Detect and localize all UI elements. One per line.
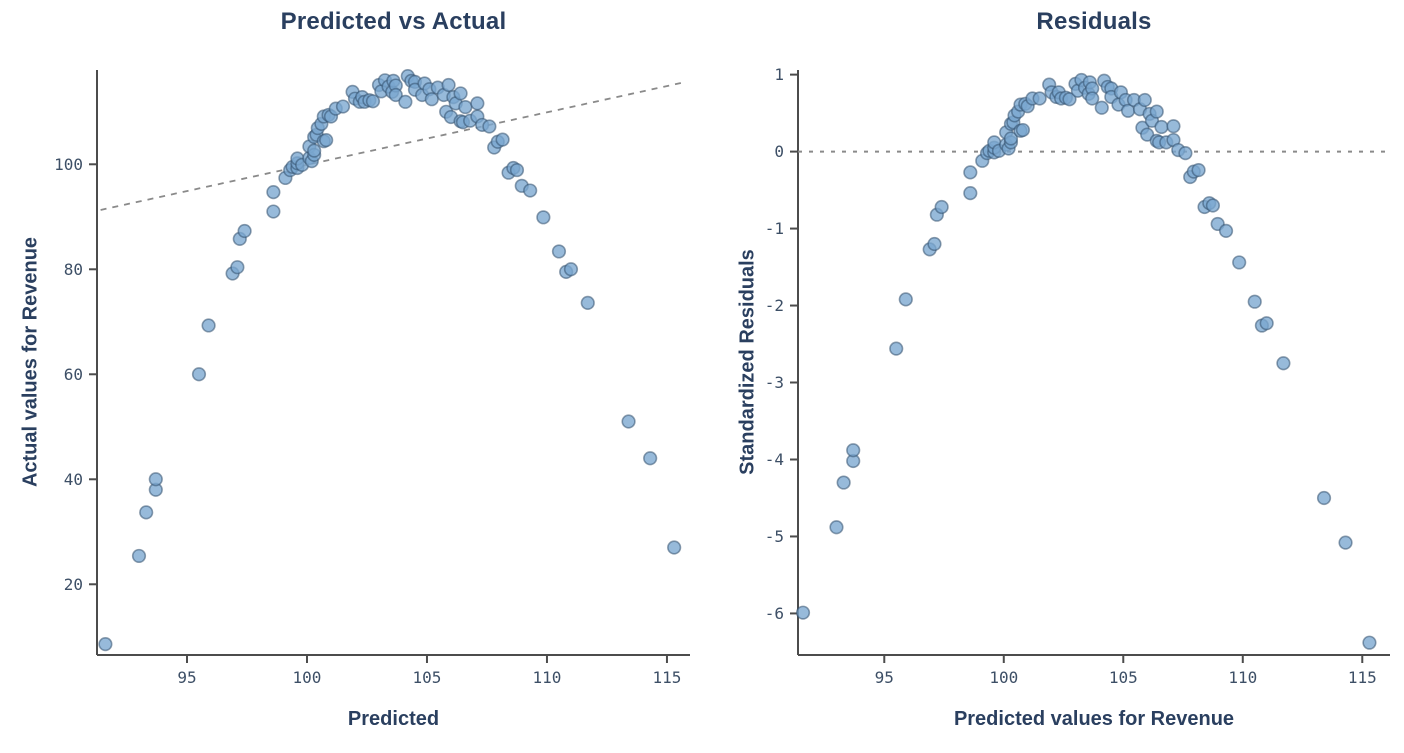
scatter-point[interactable] [1015,122,1030,138]
scatter-point[interactable] [846,443,861,458]
chart-title-residuals: Residuals [1036,8,1152,35]
x-tick-label: 100 [989,668,1018,687]
x-axis-title-predicted: Predicted [347,708,440,730]
scatter-point[interactable] [1338,535,1353,550]
scatter-point[interactable] [201,318,216,333]
scatter-point[interactable] [580,295,595,310]
scatter-point[interactable] [509,162,525,178]
y-tick-label: 60 [64,365,83,384]
scatter-point[interactable] [1178,146,1193,161]
y-tick-label: -4 [765,450,784,469]
y-tick-label: -6 [765,604,784,623]
y-tick-label: 1 [774,65,784,84]
scatter-point[interactable] [1085,91,1100,106]
scatter-point[interactable] [1316,490,1332,506]
scatter-point[interactable] [1032,91,1047,106]
scatter-point[interactable] [643,451,658,466]
scatter-point[interactable] [1166,119,1181,134]
scatter-point[interactable] [551,244,567,259]
scatter-point[interactable] [398,94,413,109]
scatter-point[interactable] [1232,255,1247,270]
x-tick-label: 115 [1348,668,1377,687]
y-tick-label: 0 [774,142,784,161]
scatter-point[interactable] [1154,119,1169,135]
scatter-point[interactable] [1205,198,1221,213]
scatter-point[interactable] [889,341,904,356]
scatter-point[interactable] [453,86,468,101]
scatter-point[interactable] [1191,162,1206,178]
chart-title-predicted-vs-actual: Predicted vs Actual [280,8,507,35]
scatter-point[interactable] [495,132,510,147]
scatter-point[interactable] [927,236,942,252]
scatter-point[interactable] [1003,131,1019,146]
scatter-point[interactable] [424,92,439,107]
scatter-point[interactable] [536,210,551,225]
scatter-point[interactable] [1137,92,1152,108]
scatter-point[interactable] [1062,92,1077,107]
scatter-point[interactable] [1218,223,1234,238]
x-tick-label: 105 [413,668,442,687]
y-tick-label: -1 [765,219,784,238]
x-tick-label: 105 [1109,668,1138,687]
scatter-point[interactable] [237,223,252,239]
scatter-point[interactable] [563,262,579,277]
scatter-point[interactable] [441,77,456,93]
scatter-point[interactable] [365,94,381,109]
scatter-point[interactable] [934,199,949,215]
scatter-point[interactable] [307,143,322,158]
scatter-point[interactable] [963,165,978,180]
scatter-point[interactable] [191,367,207,382]
y-tick-label: 80 [64,260,83,279]
x-tick-label: 95 [875,668,894,687]
scatter-point[interactable] [148,472,163,487]
scatter-point[interactable] [667,540,682,555]
y-tick-label: -5 [765,527,784,546]
scatter-point[interactable] [98,637,113,652]
scatter-point[interactable] [266,204,281,219]
scatter-point[interactable] [470,96,485,111]
scatter-point[interactable] [1247,294,1262,309]
scatter-point[interactable] [621,414,636,429]
scatter-point[interactable] [1149,104,1164,119]
x-tick-label: 115 [653,668,682,687]
y-axis-title-standardized-residuals: Standardized Residuals [736,249,759,475]
scatter-point[interactable] [1362,635,1377,650]
scatter-point[interactable] [1276,356,1291,371]
x-tick-label: 95 [177,668,196,687]
y-tick-label: -2 [765,296,784,315]
y-tick-label: 100 [54,155,83,174]
x-tick-label: 110 [1228,668,1257,687]
scatter-point[interactable] [230,260,245,275]
scatter-point[interactable] [319,133,334,148]
scatter-point[interactable] [335,99,351,114]
scatter-point[interactable] [139,505,154,520]
scatter-point[interactable] [388,87,403,103]
scatter-point[interactable] [266,185,281,200]
scatter-point[interactable] [523,183,538,198]
identity-reference-dashed-line [100,81,683,211]
scatter-point[interactable] [482,119,497,134]
scatter-point[interactable] [795,605,811,620]
scatter-point[interactable] [963,186,978,201]
scatter-point[interactable] [458,99,473,115]
scatter-point[interactable] [836,475,851,490]
scatter-point[interactable] [131,548,147,564]
x-tick-label: 110 [533,668,562,687]
y-axis-title-actual-values: Actual values for Revenue [19,236,42,488]
scatter-point[interactable] [1094,100,1109,115]
x-axis-title-predicted-values-for-revenue: Predicted values for Revenue [953,708,1235,730]
y-tick-label: -3 [765,373,784,392]
x-tick-label: 100 [293,668,322,687]
scatter-point[interactable] [829,520,844,535]
y-tick-label: 20 [64,575,83,594]
y-tick-label: 40 [64,470,83,489]
scatter-point[interactable] [898,292,913,307]
scatter-point[interactable] [1259,316,1274,331]
